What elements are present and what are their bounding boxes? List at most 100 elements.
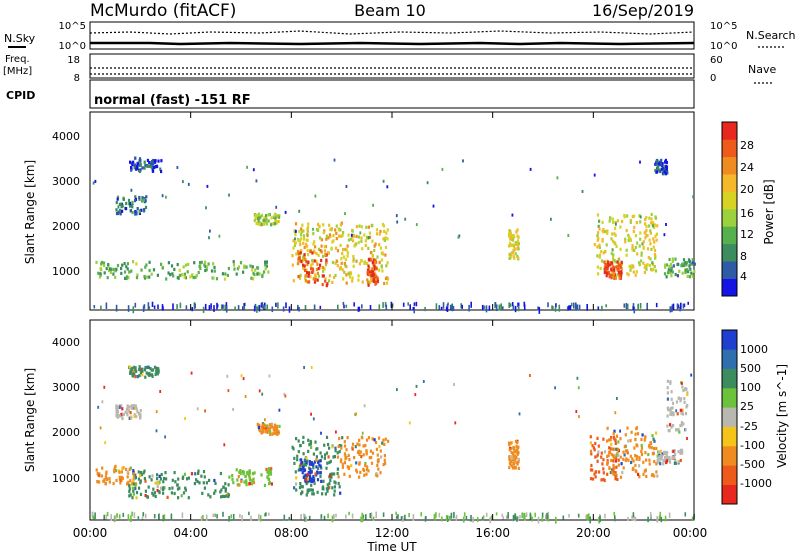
range-cell [122,466,125,470]
range-cell [611,447,614,451]
range-cell [141,166,144,170]
range-cell [664,265,667,269]
range-cell [194,275,197,279]
x-axis-label: Time UT [366,540,417,554]
range-cell [664,459,667,463]
power-cbar-tick-24: 24 [740,161,754,174]
range-cell [132,469,135,473]
range-cell [164,435,166,439]
range-cell [284,210,287,214]
range-cell [614,226,617,230]
range-cell [654,254,657,258]
range-cell [94,179,97,183]
range-cell [105,514,107,520]
range-cell [115,406,118,410]
range-cell [614,221,617,225]
range-cell [370,251,373,255]
range-cell [327,236,330,240]
range-cell [516,516,518,522]
range-cell [621,470,624,475]
range-cell [148,260,151,264]
colorbar-swatch [722,465,737,485]
range-cell [612,258,615,262]
range-cell [517,460,520,464]
range-cell [271,306,274,313]
range-cell [112,481,115,486]
range-cell [594,455,597,459]
range-cell [335,224,338,228]
range-cell [151,374,154,378]
range-cell [508,232,511,236]
range-cell [602,458,605,462]
range-cell [122,197,125,201]
range-cell [351,229,354,233]
range-cell [331,515,334,523]
range-cell [277,220,280,224]
range-cell [319,305,322,310]
range-cell [600,455,603,459]
range-cell [305,268,308,272]
range-cell [282,306,285,312]
range-cell [144,375,147,379]
range-cell [293,461,296,465]
range-cell [617,458,620,462]
range-cell [220,488,223,492]
range-cell [326,461,329,465]
range-cell [644,217,647,222]
range-cell [611,217,614,221]
range-cell [517,450,520,455]
vel-cbar-tick-m500: -500 [740,458,765,471]
range-cell [256,222,259,226]
range-cell [270,482,273,486]
range-cell [547,302,549,308]
range-cell [384,253,387,257]
xtick-0400: 04:00 [173,526,208,540]
range-cell [213,491,216,495]
range-cell [307,438,310,442]
range-cell [562,515,565,520]
range-cell [329,478,332,482]
range-cell [295,482,298,486]
range-cell [326,489,329,493]
nsky-tick-bottom: 10^0 [59,41,86,52]
range-cell [670,267,673,271]
range-cell [129,479,132,483]
range-cell [143,477,146,481]
range-cell [330,227,333,231]
range-cell [529,513,532,520]
range-cell [312,232,315,236]
range-cell [98,474,101,478]
range-cell [595,470,598,474]
range-cell [126,470,129,474]
range-cell [227,493,230,497]
range-cell [330,246,333,250]
range-cell [139,409,142,413]
range-cell [139,473,142,477]
range-cell [259,515,262,522]
range-cell [656,516,659,522]
range-cell [541,512,544,518]
range-cell [170,513,173,521]
range-cell [650,221,653,225]
range-cell [314,275,318,279]
range-cell [358,475,361,479]
range-cell [295,229,297,233]
range-cell [611,470,614,474]
range-cell [626,272,629,276]
range-cell [132,260,135,264]
range-cell [374,242,377,246]
range-cell [155,410,158,414]
range-cell [375,281,378,285]
range-cell [126,475,129,479]
range-cell [680,421,683,425]
range-cell [348,275,352,279]
range-cell [610,273,613,277]
range-cell [237,483,240,487]
range-cell [131,496,134,500]
range-cell [364,243,367,247]
range-cell [130,405,133,409]
range-cell [671,257,674,261]
colorbar-swatch [722,226,737,245]
range-cell [118,514,121,519]
range-cell [596,265,599,269]
